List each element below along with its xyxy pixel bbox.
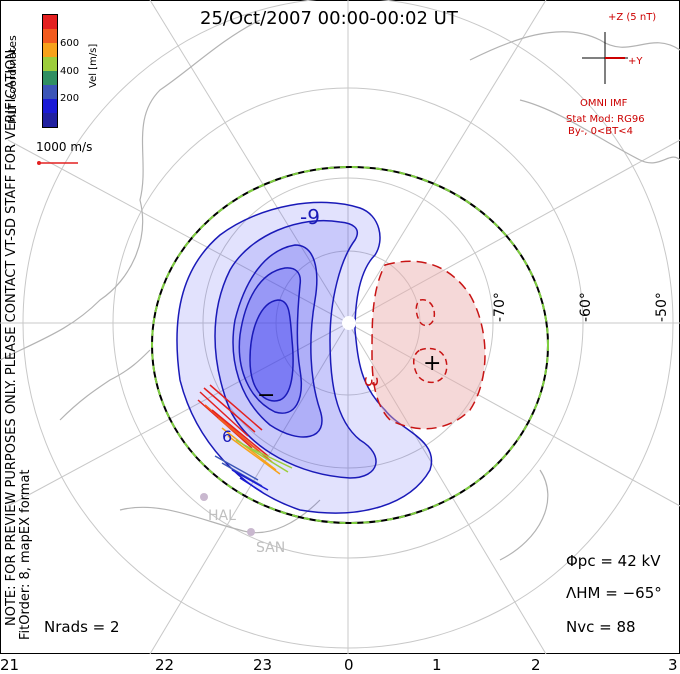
site-hal-marker <box>200 493 208 501</box>
min-marker: − <box>257 383 275 408</box>
mlt-tick-23: 23 <box>253 656 273 674</box>
imf-model: Stat Mod: RG96 <box>566 114 645 125</box>
contour-label-neg9: -9 <box>300 205 320 229</box>
hm-boundary-dash <box>151 166 549 524</box>
contour-pos-2 <box>415 299 436 327</box>
max-marker: + <box>423 351 441 376</box>
lat-label-50: -50° <box>654 292 670 322</box>
contour-neg-5 <box>249 299 294 402</box>
mlt-tick-1: 1 <box>432 656 442 674</box>
site-san-label: SAN <box>256 540 286 556</box>
lat-label-70: -70° <box>492 292 508 322</box>
contour-neg-2 <box>214 219 377 479</box>
imf-z-label: +Z (5 nT) <box>608 12 657 23</box>
mlt-tick-22: 22 <box>155 656 175 674</box>
mlt-tick-2: 2 <box>531 656 541 674</box>
mlt-tick-21: 21 <box>0 656 20 674</box>
velocity-colorbar <box>42 14 58 128</box>
scale-vector-dot <box>37 161 41 165</box>
contour-label-pos3: 3 <box>360 376 381 387</box>
positive-cell <box>371 260 486 430</box>
lat-label-60: -60° <box>578 292 594 322</box>
mlt-grid <box>0 0 680 655</box>
preview-note: NOTE: FOR PREVIEW PURPOSES ONLY. PLEASE … <box>4 45 19 626</box>
colorbar-tick-400: 400 <box>60 66 80 77</box>
contour-label-6: 6 <box>222 427 232 446</box>
stat-n-rads: Nrads = 2 <box>44 618 120 636</box>
imf-y-label: +Y <box>628 56 643 67</box>
mlt-tick-0: 0 <box>344 656 354 674</box>
contour-pos-1 <box>371 260 486 430</box>
stat-phi-pc: Φpc = 42 kV <box>566 552 661 570</box>
mlt-tick-3: 3 <box>668 656 678 674</box>
scale-vector-label: 1000 m/s <box>36 140 93 154</box>
map-title: 25/Oct/2007 00:00-00:02 UT <box>200 8 458 29</box>
contour-pos-3 <box>413 347 448 384</box>
imf-source: OMNI IMF <box>580 98 628 109</box>
colorbar-tick-200: 200 <box>60 93 80 104</box>
stat-lambda-hm: ΛHM = −65° <box>566 584 662 602</box>
colorbar-tick-600: 600 <box>60 38 80 49</box>
continent-outlines <box>0 19 680 561</box>
site-san-marker <box>247 528 255 536</box>
pole-marker <box>342 316 356 330</box>
imf-condition: By-, 0<BT<4 <box>568 126 634 137</box>
stat-n-vc: Nvc = 88 <box>566 618 636 636</box>
colorbar-label: Vel [m/s] <box>88 43 99 88</box>
fit-order-note: FitOrder: 8, mapEX format <box>18 469 33 640</box>
site-hal-label: HAL <box>208 508 236 524</box>
velocity-vectors <box>197 384 293 493</box>
